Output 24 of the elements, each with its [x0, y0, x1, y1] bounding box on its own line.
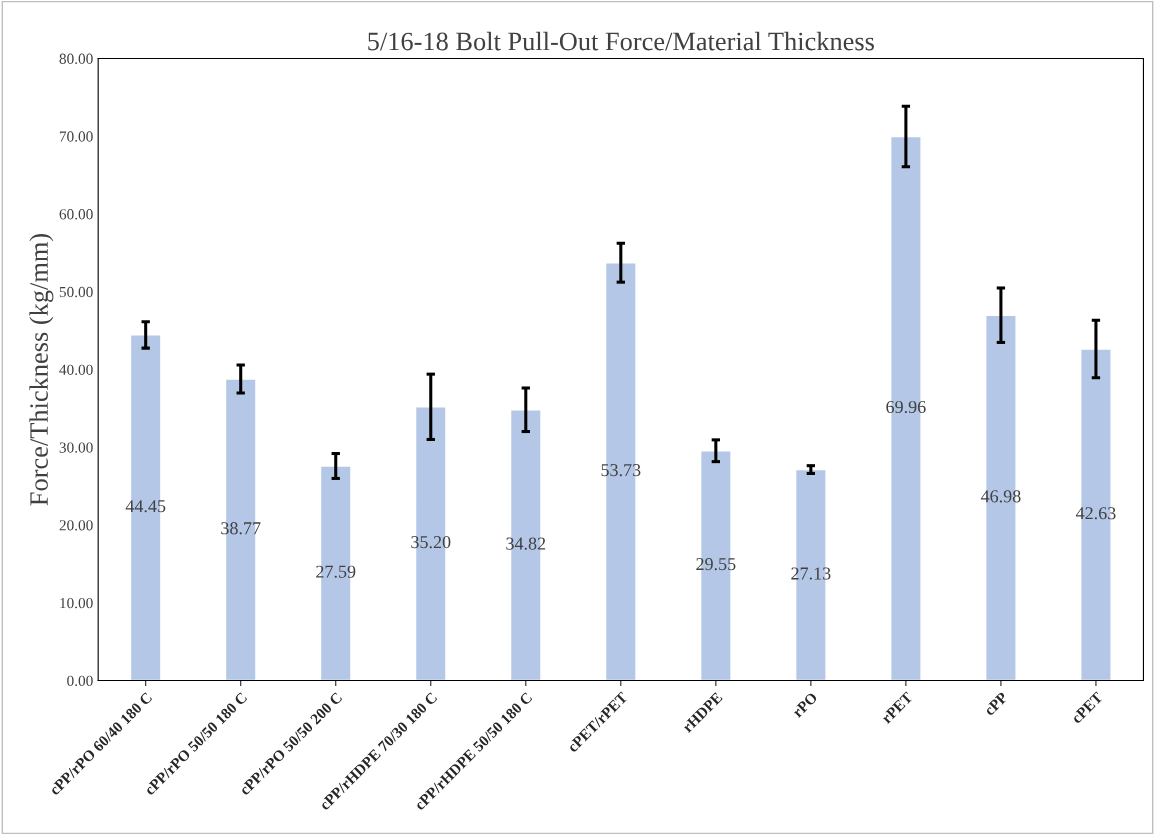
y-tick-label: 70.00 — [59, 131, 93, 142]
data-label: 34.82 — [506, 537, 546, 550]
y-tick-label: 0.00 — [67, 675, 93, 687]
data-label: 46.98 — [980, 490, 1021, 503]
y-tick-label: 80.00 — [59, 53, 93, 64]
data-label: 44.45 — [125, 500, 166, 513]
data-label: 29.55 — [696, 558, 736, 571]
data-label: 53.73 — [601, 464, 641, 477]
data-label: 42.63 — [1075, 507, 1116, 520]
chart-title: 5/16-18 Bolt Pull-Out Force/Material Thickness — [368, 31, 874, 51]
data-label: 35.20 — [411, 536, 451, 549]
data-label: 38.77 — [221, 522, 261, 535]
data-label: 69.96 — [886, 400, 926, 414]
data-label: 27.59 — [316, 565, 356, 578]
y-tick-label: 20.00 — [59, 520, 93, 531]
y-tick-label: 40.00 — [59, 364, 93, 376]
x-tick-label: cPP — [983, 691, 1009, 717]
y-tick-label: 50.00 — [59, 286, 93, 298]
y-axis-title: Force/Thickness (kg/mm) — [29, 233, 54, 506]
x-tick-label: rPO — [791, 691, 818, 719]
y-tick-label: 30.00 — [59, 442, 93, 453]
data-label: 27.13 — [791, 567, 831, 580]
y-tick-label: 60.00 — [59, 209, 93, 220]
y-tick-label: 10.00 — [60, 597, 93, 609]
